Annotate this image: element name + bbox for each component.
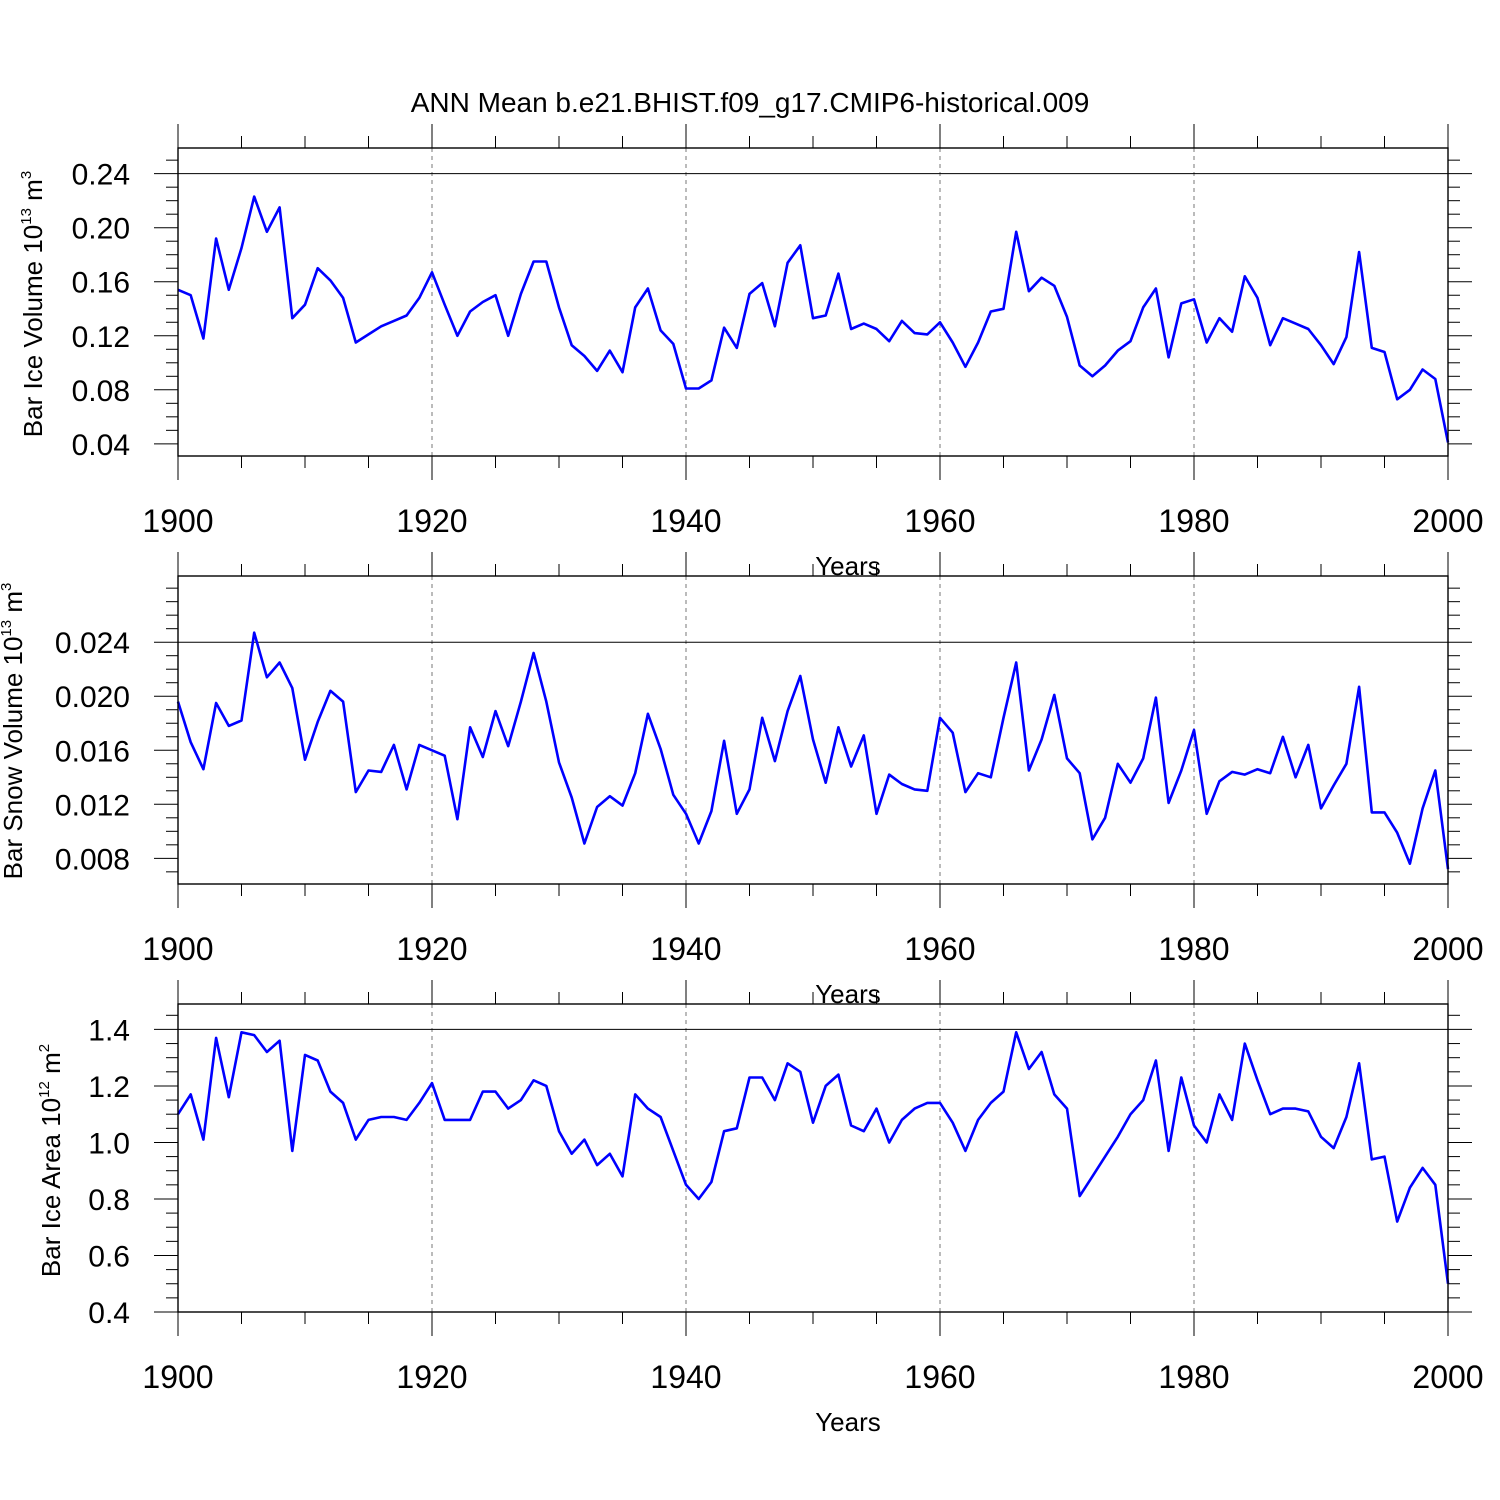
y-tick-label: 0.04 (72, 429, 130, 462)
y-tick-label: 0.6 (88, 1240, 130, 1273)
panel-2: 0.008 0.012 0.016 0.020 0.024 1900 1920 1940 196… (0, 552, 1484, 1009)
x-tick-label: 1940 (650, 503, 721, 539)
x-tick-label: 1920 (396, 1359, 467, 1395)
x-tick-label: 1960 (904, 931, 975, 967)
plot-frame (177, 147, 1449, 457)
y-tick-label: 0.024 (55, 627, 130, 660)
y-tick-label: 0.020 (55, 681, 130, 714)
x-axis-label: Years (815, 1407, 881, 1437)
y-tick-label: 0.012 (55, 789, 130, 822)
x-tick-label: 1940 (650, 1359, 721, 1395)
plot-frame (177, 1003, 1449, 1313)
y-tick-label: 0.008 (55, 843, 130, 876)
x-tick-label: 1980 (1158, 1359, 1229, 1395)
x-tick-label: 1900 (142, 503, 213, 539)
x-tick-label: 1960 (904, 1359, 975, 1395)
y-axis-label: Bar Ice Area 1012 m2 (36, 1044, 66, 1277)
y-tick-label: 0.016 (55, 735, 130, 768)
panel-1: 0.04 0.08 0.12 0.16 0.20 0.24 1900 1920 1940 1960… (18, 124, 1484, 581)
x-tick-label: 1940 (650, 931, 721, 967)
x-tick-label: 1980 (1158, 931, 1229, 967)
y-tick-label: 0.08 (72, 375, 130, 408)
x-tick-label: 2000 (1412, 1359, 1483, 1395)
x-tick-label: 1920 (396, 931, 467, 967)
y-tick-label: 0.24 (72, 159, 130, 192)
x-tick-label: 1980 (1158, 503, 1229, 539)
series-line (176, 631, 1450, 870)
x-tick-label: 1960 (904, 503, 975, 539)
series-line (177, 195, 1450, 443)
panel-3: 0.4 0.6 0.8 1.0 1.2 1.4 1900 1920 1940 1960 1980 20… (36, 980, 1484, 1437)
y-tick-label: 0.8 (88, 1184, 130, 1217)
plot-frame (177, 575, 1449, 885)
y-tick-label: 1.2 (88, 1071, 130, 1104)
panels: 0.04 0.08 0.12 0.16 0.20 0.24 1900 1920 1940 1960… (0, 124, 1484, 1437)
y-axis-label: Bar Ice Volume 1013 m3 (18, 171, 48, 437)
x-tick-label: 2000 (1412, 931, 1483, 967)
x-tick-label: 1920 (396, 503, 467, 539)
chart-title: ANN Mean b.e21.BHIST.f09_g17.CMIP6-histo… (411, 87, 1090, 118)
y-tick-label: 0.4 (88, 1297, 130, 1330)
x-tick-label: 1900 (142, 931, 213, 967)
y-tick-label: 1.4 (88, 1014, 130, 1047)
y-tick-label: 0.16 (72, 267, 130, 300)
y-tick-label: 0.12 (72, 321, 130, 354)
series-line (176, 1031, 1450, 1284)
x-tick-label: 1900 (142, 1359, 213, 1395)
x-tick-label: 2000 (1412, 503, 1483, 539)
y-axis-label: Bar Snow Volume 1013 m3 (0, 583, 28, 880)
y-tick-label: 0.20 (72, 213, 130, 246)
y-tick-label: 1.0 (88, 1127, 130, 1160)
